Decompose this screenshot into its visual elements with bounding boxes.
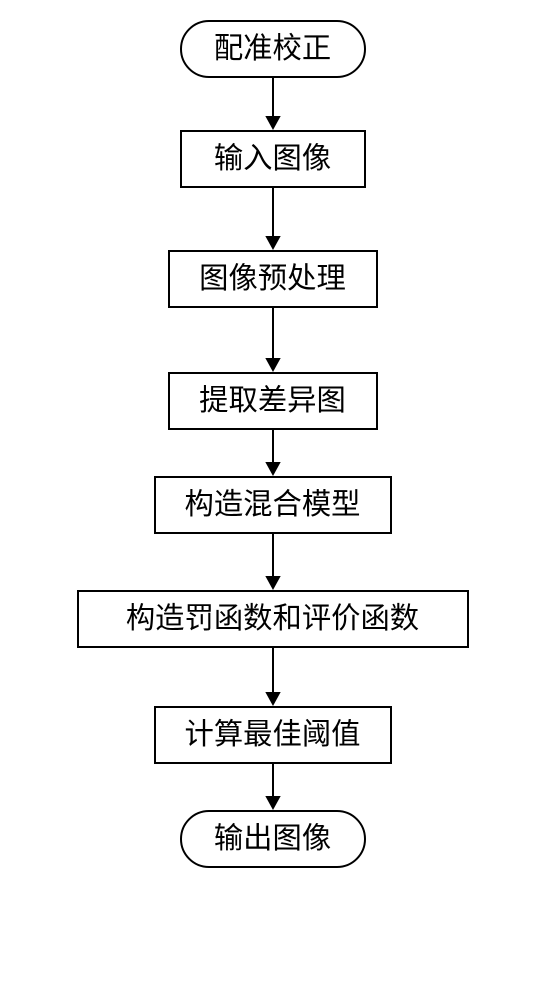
flow-node-n0: 配准校正 <box>180 20 366 78</box>
flow-node-n3: 提取差异图 <box>168 372 378 430</box>
flow-node-n2: 图像预处理 <box>168 250 378 308</box>
flow-node-n1: 输入图像 <box>180 130 366 188</box>
flow-node-label: 构造罚函数和评价函数 <box>126 603 419 635</box>
flow-arrow <box>261 308 285 372</box>
flow-node-label: 图像预处理 <box>199 263 346 295</box>
flow-node-label: 构造混合模型 <box>185 489 361 521</box>
flow-node-n6: 计算最佳阈值 <box>154 706 392 764</box>
flow-node-label: 输入图像 <box>214 143 331 175</box>
flow-arrow <box>261 534 285 590</box>
flow-arrow <box>261 188 285 250</box>
flow-arrow <box>261 764 285 810</box>
flow-arrow <box>261 648 285 706</box>
flowchart: 配准校正输入图像图像预处理提取差异图构造混合模型构造罚函数和评价函数计算最佳阈值… <box>0 0 545 868</box>
flow-arrow <box>261 78 285 130</box>
flow-node-label: 配准校正 <box>214 33 331 65</box>
flow-node-n4: 构造混合模型 <box>154 476 392 534</box>
flow-node-n5: 构造罚函数和评价函数 <box>77 590 469 648</box>
flow-node-label: 计算最佳阈值 <box>185 719 361 751</box>
flow-arrow <box>261 430 285 476</box>
flow-node-n7: 输出图像 <box>180 810 366 868</box>
flow-node-label: 输出图像 <box>214 823 331 855</box>
flow-node-label: 提取差异图 <box>199 385 346 417</box>
